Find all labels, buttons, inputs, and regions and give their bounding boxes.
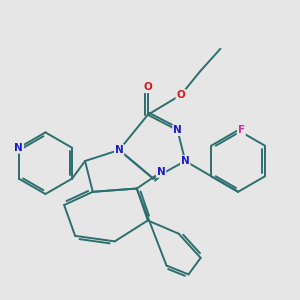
Text: O: O bbox=[143, 82, 152, 92]
Text: N: N bbox=[181, 156, 190, 166]
Text: F: F bbox=[238, 125, 245, 135]
Text: N: N bbox=[14, 143, 23, 153]
Text: N: N bbox=[173, 125, 182, 135]
Text: N: N bbox=[157, 167, 165, 177]
Text: N: N bbox=[115, 145, 124, 155]
Text: O: O bbox=[176, 90, 185, 100]
